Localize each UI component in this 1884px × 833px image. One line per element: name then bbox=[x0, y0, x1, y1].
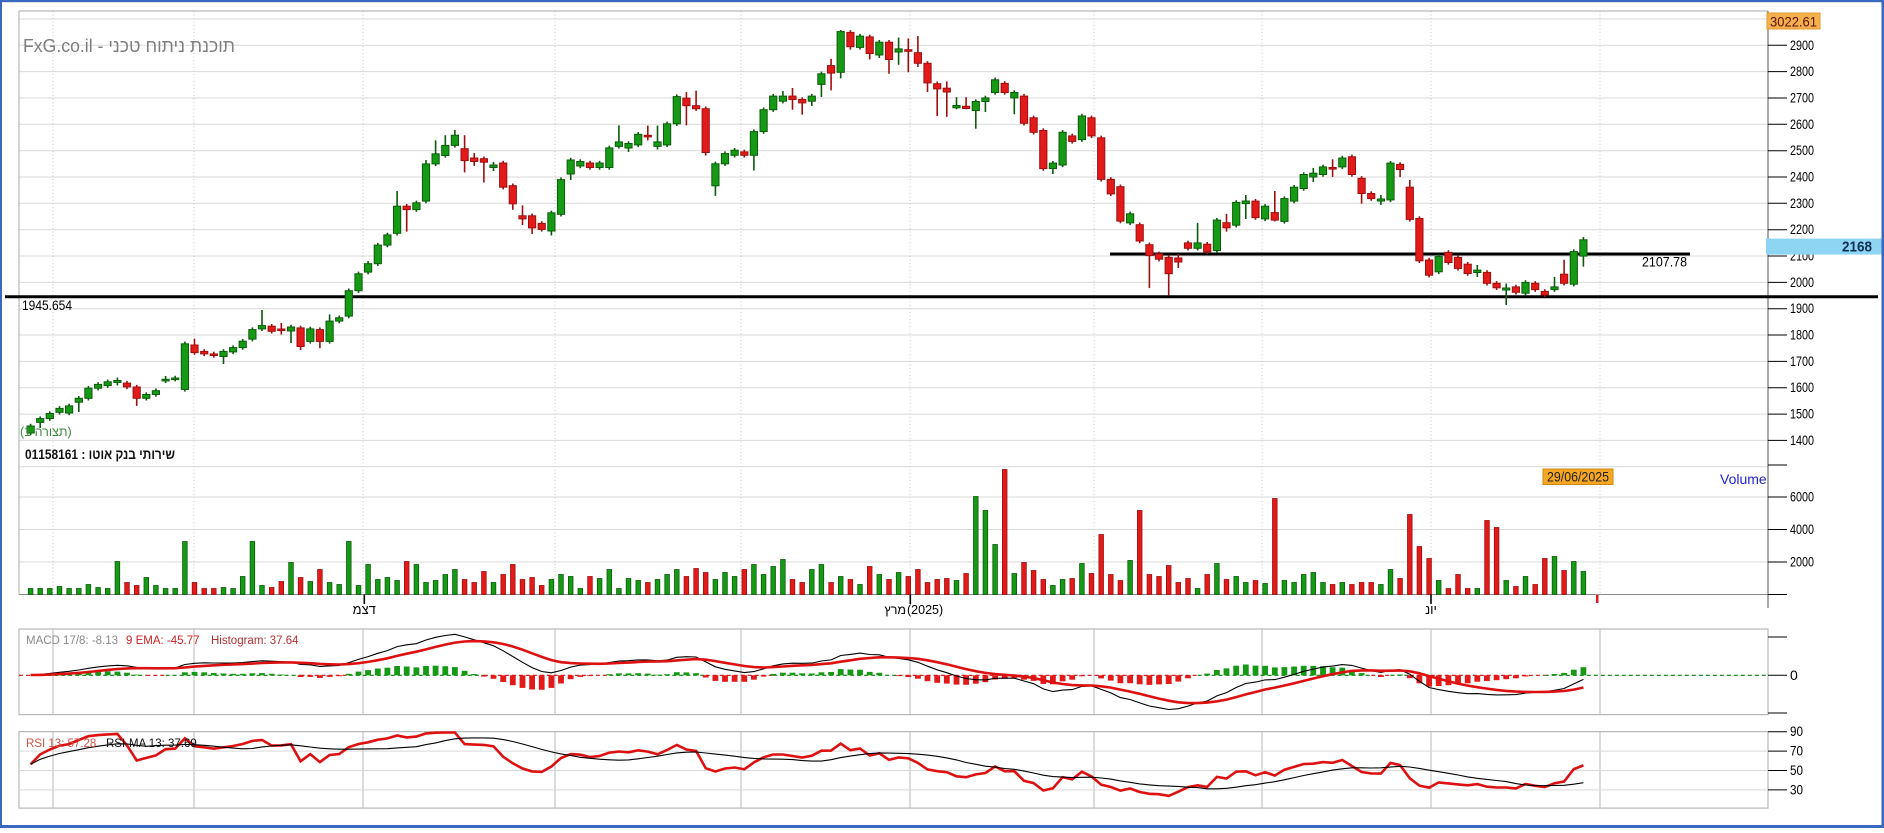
svg-text:2000: 2000 bbox=[1790, 554, 1814, 570]
svg-text:2000: 2000 bbox=[1790, 274, 1814, 290]
svg-text:2300: 2300 bbox=[1790, 195, 1814, 211]
svg-text:(תצורה 1): (תצורה 1) bbox=[20, 425, 72, 439]
svg-text:29/06/2025: 29/06/2025 bbox=[1547, 469, 1609, 485]
svg-text:50: 50 bbox=[1790, 762, 1803, 778]
svg-text:70: 70 bbox=[1790, 743, 1803, 759]
svg-text:1400: 1400 bbox=[1790, 432, 1814, 448]
svg-text:3022.61: 3022.61 bbox=[1770, 14, 1817, 30]
svg-text:2800: 2800 bbox=[1790, 63, 1814, 79]
svg-text:מרץ: מרץ bbox=[884, 603, 906, 617]
svg-text:MACD 17/8: -8.13: MACD 17/8: -8.13 bbox=[26, 635, 118, 647]
svg-text:2400: 2400 bbox=[1790, 169, 1814, 185]
svg-text:2600: 2600 bbox=[1790, 116, 1814, 132]
svg-text:1945.654: 1945.654 bbox=[22, 297, 72, 313]
svg-text:1800: 1800 bbox=[1790, 327, 1814, 343]
svg-text:Volume: Volume bbox=[1720, 471, 1767, 487]
svg-text:1700: 1700 bbox=[1790, 353, 1814, 369]
svg-text:01158161 : שירותי בנק אוטו: 01158161 : שירותי בנק אוטו bbox=[25, 446, 175, 462]
svg-text:2500: 2500 bbox=[1790, 142, 1814, 158]
svg-text:2700: 2700 bbox=[1790, 90, 1814, 106]
svg-text:דצמ: דצמ bbox=[353, 602, 376, 617]
svg-text:RSI-MA 13: 37.69: RSI-MA 13: 37.69 bbox=[106, 738, 197, 750]
svg-text:9 EMA: -45.77: 9 EMA: -45.77 bbox=[126, 635, 200, 647]
svg-text:90: 90 bbox=[1790, 723, 1803, 739]
svg-text:1900: 1900 bbox=[1790, 300, 1814, 316]
svg-text:2200: 2200 bbox=[1790, 221, 1814, 237]
svg-text:RSI 13: 57.28: RSI 13: 57.28 bbox=[26, 738, 96, 750]
svg-text:Histogram: 37.64: Histogram: 37.64 bbox=[211, 635, 299, 647]
svg-text:30: 30 bbox=[1790, 781, 1803, 797]
svg-text:1500: 1500 bbox=[1790, 406, 1814, 422]
svg-text:יונ: יונ bbox=[1425, 602, 1437, 617]
svg-text:2107.78: 2107.78 bbox=[1642, 254, 1687, 270]
svg-text:1600: 1600 bbox=[1790, 379, 1814, 395]
svg-text:FxG.co.il - תוכנת ניתוח טכני: FxG.co.il - תוכנת ניתוח טכני bbox=[23, 36, 235, 56]
svg-text:(2025): (2025) bbox=[907, 603, 943, 617]
svg-text:6000: 6000 bbox=[1790, 489, 1814, 505]
svg-text:2900: 2900 bbox=[1790, 37, 1814, 53]
svg-text:4000: 4000 bbox=[1790, 521, 1814, 537]
svg-text:0: 0 bbox=[1790, 667, 1798, 683]
svg-text:2168: 2168 bbox=[1842, 239, 1872, 256]
